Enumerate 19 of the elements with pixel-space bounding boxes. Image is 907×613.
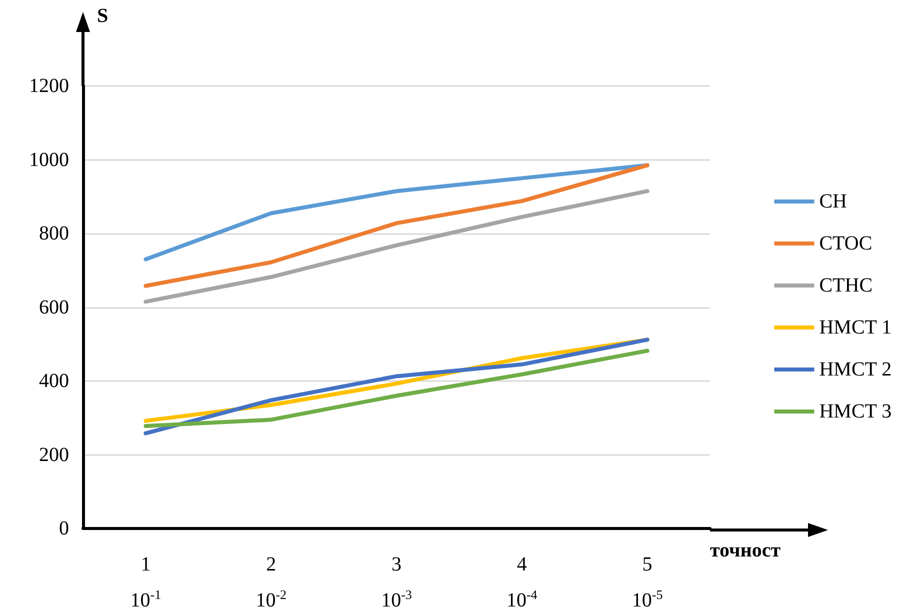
legend-label: CH: [819, 190, 848, 212]
legend-label: HMCT 3: [819, 400, 892, 422]
y-tick-label: 1200: [29, 75, 69, 97]
legend-label: HMCT 2: [819, 358, 892, 380]
line-series: [144, 348, 650, 428]
y-axis-title: S: [97, 5, 108, 27]
legend-label: CTOC: [819, 232, 872, 254]
y-tick-label: 600: [39, 296, 69, 318]
y-tick-label: 200: [39, 444, 69, 466]
line-series: [144, 163, 650, 262]
x-axis-title: точност: [710, 540, 781, 562]
line-series: [144, 189, 650, 304]
legend-label: HMCT 1: [819, 316, 892, 338]
legend-label: CTHC: [819, 274, 873, 296]
line-series: [144, 163, 650, 288]
y-tick-label: 1000: [29, 148, 69, 171]
y-tick-label: 800: [39, 222, 69, 244]
y-tick-label: 0: [59, 518, 69, 540]
y-tick-label: 400: [39, 370, 69, 392]
